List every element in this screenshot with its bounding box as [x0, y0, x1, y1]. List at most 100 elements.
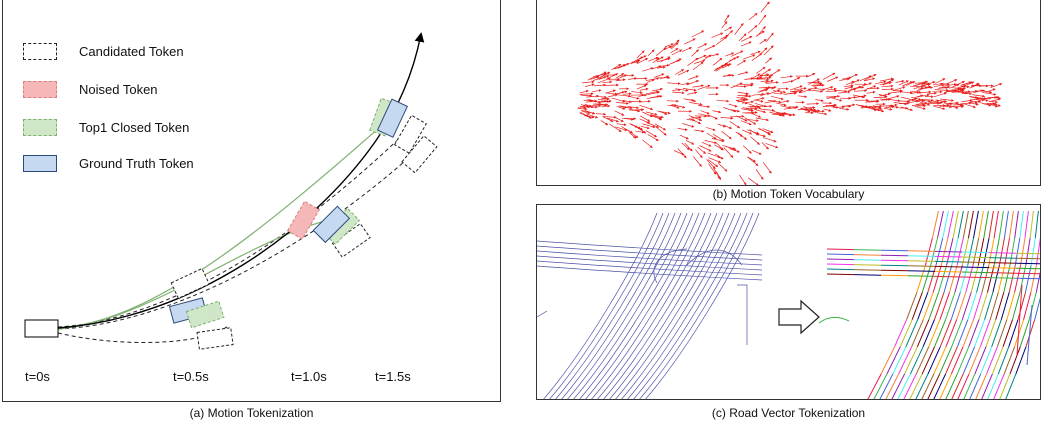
token-arrow [669, 59, 681, 65]
road-token-segment [885, 374, 899, 400]
road-token-segment [1021, 238, 1025, 265]
road-token-segment [987, 374, 998, 400]
road-token-segment [998, 347, 1009, 374]
road-token-segment [1016, 268, 1041, 269]
token-arrow [896, 81, 905, 83]
road-token-segment [1026, 238, 1030, 265]
road-token-segment [994, 211, 998, 238]
candidate-token [197, 328, 233, 350]
token-arrow [826, 96, 839, 97]
road-token-segment [979, 211, 984, 238]
time-label-0-5: t=0.5s [173, 369, 209, 384]
road-token-segment [998, 265, 1004, 292]
token-arrow [750, 107, 759, 108]
road-token-segment [827, 249, 854, 250]
token-arrow [713, 167, 720, 178]
road-token-segment [969, 347, 980, 374]
road-token-segment [984, 238, 989, 265]
token-arrow [637, 85, 647, 89]
token-arrow [727, 58, 736, 64]
road-token-segment [1015, 265, 1021, 292]
road-token-segment [935, 271, 962, 272]
road-token-segment [1016, 253, 1041, 254]
token-arrow [887, 99, 900, 101]
road-vector-tokenization-panel [536, 204, 1041, 400]
road-token-segment [1020, 320, 1029, 347]
road-token-segment [932, 211, 938, 238]
road-token-segment [881, 260, 908, 261]
token-arrow [940, 99, 953, 101]
road-token-segment [989, 258, 1016, 259]
token-arrow [642, 140, 652, 148]
road-token-segment [934, 347, 946, 374]
token-arrow [716, 172, 720, 180]
token-arrow [693, 157, 701, 167]
token-arrow [934, 85, 944, 87]
token-arrow [729, 104, 737, 107]
token-arrow [756, 118, 769, 120]
road-token-segment [928, 347, 940, 374]
token-arrow [621, 75, 634, 76]
road-token-segment [935, 320, 946, 347]
token-arrow [750, 137, 759, 145]
token-arrow [744, 85, 753, 86]
token-arrow [826, 91, 837, 92]
token-arrow [671, 40, 679, 48]
token-arrow [754, 109, 765, 112]
road-token-segment [962, 267, 989, 268]
token-arrow [678, 128, 688, 130]
token-arrow [761, 81, 769, 82]
road-token-segment [912, 292, 922, 319]
token-arrow [915, 106, 926, 109]
token-arrow [933, 84, 942, 85]
token-arrow [722, 131, 732, 139]
raw-lane [542, 213, 657, 400]
road-token-segment [903, 374, 916, 400]
token-arrow [585, 84, 594, 86]
caption-road-vector-tokenization: (c) Road Vector Tokenization [536, 406, 1041, 420]
road-token-segment [989, 268, 1016, 269]
token-arrow [706, 127, 715, 130]
token-arrow [618, 64, 629, 69]
token-arrow [765, 101, 776, 103]
token-arrow [761, 2, 770, 12]
token-arrow [648, 134, 659, 140]
token-arrow [646, 131, 657, 137]
road-token-segment [1030, 211, 1033, 238]
token-arrow [942, 106, 951, 107]
road-token-segment [917, 320, 929, 347]
road-token-segment [935, 256, 962, 257]
road-token-segment [963, 374, 975, 400]
token-arrow [601, 120, 608, 125]
legend-item-noised: Noised Token [23, 79, 158, 99]
road-token-segment [879, 374, 893, 400]
token-arrow [765, 88, 774, 89]
token-arrow [580, 91, 589, 93]
token-arrow [800, 89, 811, 93]
token-arrow [692, 50, 699, 57]
token-arrow [763, 162, 771, 173]
road-token-segment [881, 265, 908, 266]
raw-lane [537, 311, 547, 317]
token-arrow [672, 92, 684, 93]
token-arrow [738, 92, 749, 94]
token-arrow [839, 108, 848, 109]
road-token-segment [989, 238, 994, 265]
token-arrow [807, 104, 819, 105]
road-token-segment [923, 320, 934, 347]
token-arrow [647, 96, 660, 99]
road-token-segment [946, 347, 958, 374]
token-arrow [756, 170, 763, 180]
road-token-segment [981, 374, 992, 400]
road-token-segment [909, 374, 922, 400]
token-arrow [641, 126, 650, 128]
road-token-segment [940, 320, 951, 347]
token-arrow [627, 130, 638, 138]
token-arrow [884, 108, 892, 110]
legend-swatch-noised [23, 81, 57, 98]
road-vector-tokenization-diagram [537, 205, 1041, 400]
token-arrow [640, 119, 650, 124]
time-label-1-5: t=1.5s [375, 369, 411, 384]
token-arrow [683, 124, 694, 127]
token-arrow [730, 116, 744, 117]
